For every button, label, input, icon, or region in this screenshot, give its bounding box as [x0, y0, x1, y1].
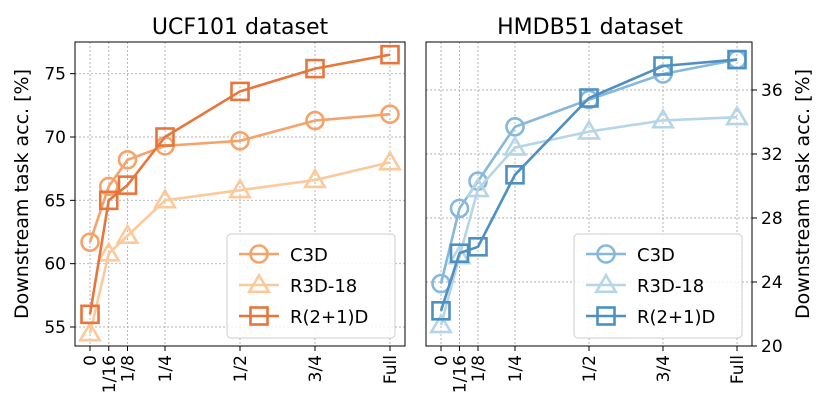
data-point	[152, 187, 178, 209]
y-tick-label: 28	[761, 209, 783, 229]
legend-label: C3D	[637, 245, 675, 266]
y-tick-label: 75	[44, 65, 66, 85]
chart-title: UCF101 dataset	[152, 15, 329, 40]
data-point	[650, 108, 676, 129]
legend-item: R3D-18	[239, 272, 357, 297]
data-point	[80, 232, 100, 252]
legend-label: R3D-18	[637, 276, 704, 297]
data-point	[230, 131, 250, 151]
data-point	[465, 176, 491, 198]
series-line	[439, 58, 738, 312]
data-point	[305, 110, 325, 131]
legend-marker	[246, 272, 272, 294]
data-point	[96, 241, 121, 262]
data-point	[380, 44, 400, 65]
data-point	[117, 175, 138, 195]
legend-marker	[249, 306, 269, 326]
data-point	[505, 165, 525, 185]
y-tick-label: 36	[761, 81, 783, 101]
legend-marker	[596, 306, 616, 326]
data-point	[724, 104, 750, 126]
y-tick-label: 60	[44, 255, 66, 275]
data-point	[502, 135, 528, 156]
legend-label: R(2+1)D	[637, 307, 715, 328]
series-r3d-18	[77, 149, 403, 342]
y-tick-label: 24	[761, 273, 783, 293]
chart-title: HMDB51 dataset	[497, 15, 683, 40]
y-tick-label: 32	[761, 145, 783, 165]
data-point	[302, 167, 328, 189]
y-tick-label: 20	[761, 337, 783, 357]
y-tick-label: 70	[44, 128, 66, 148]
x-tick-label: 3/4	[654, 355, 674, 382]
legend-box	[573, 233, 743, 339]
y-tick-label: 55	[44, 318, 66, 338]
data-point	[155, 127, 175, 147]
series-r-2-1-d	[431, 49, 747, 321]
data-point	[576, 119, 602, 140]
ucf101-chart: UCF101 dataset Downstream task acc. [%] …	[11, 15, 406, 393]
x-tick-label: 1/4	[506, 355, 526, 382]
y-axis-label: Downstream task acc. [%]	[11, 69, 33, 319]
x-tick-label: 1/16	[451, 355, 471, 393]
legend-item: R3D-18	[586, 272, 704, 297]
legend-box	[226, 233, 396, 339]
x-tick-label: Full	[728, 355, 748, 384]
series-line	[88, 161, 391, 334]
data-point	[117, 150, 138, 170]
x-tick-label: Full	[381, 355, 401, 384]
legend-marker	[249, 244, 269, 264]
legend-marker	[596, 244, 616, 264]
x-tick-label: 0	[432, 355, 452, 366]
series-r-2-1-d	[80, 44, 400, 325]
legend: C3D R3D-18 R(2+1)D	[226, 233, 396, 339]
data-point	[230, 81, 250, 102]
data-point	[98, 176, 119, 197]
legend-item: R(2+1)D	[239, 306, 368, 328]
data-point	[227, 177, 253, 199]
legend-label: C3D	[290, 245, 328, 266]
legend-item: C3D	[239, 244, 328, 266]
hmdb51-chart: HMDB51 dataset Downstream task acc. [%] …	[425, 15, 814, 393]
data-point	[653, 56, 673, 76]
data-point	[80, 304, 100, 325]
x-tick-label: 1/2	[231, 355, 251, 382]
data-point	[579, 88, 599, 108]
data-point	[727, 49, 747, 70]
data-point	[380, 104, 400, 124]
legend-label: R(2+1)D	[290, 307, 368, 328]
legend: C3D R3D-18 R(2+1)D	[573, 233, 743, 339]
series-line	[88, 53, 391, 315]
data-point	[98, 190, 119, 211]
data-point	[449, 243, 470, 263]
x-tick-label: 1/16	[100, 355, 120, 393]
x-tick-label: 0	[81, 355, 101, 366]
data-point	[468, 237, 488, 257]
x-tick-label: 1/2	[580, 355, 600, 382]
data-point	[447, 244, 472, 265]
legend-label: R3D-18	[290, 276, 357, 297]
x-tick-label: 1/8	[119, 355, 139, 382]
legend-item: C3D	[586, 244, 675, 266]
x-tick-label: 1/8	[469, 355, 489, 382]
x-tick-label: 3/4	[306, 355, 326, 382]
data-point	[77, 320, 103, 342]
x-tick-label: 1/4	[156, 355, 176, 382]
data-point	[428, 312, 454, 334]
data-point	[305, 58, 325, 79]
data-point	[115, 223, 140, 244]
y-tick-label: 65	[44, 191, 66, 211]
data-point	[449, 198, 470, 219]
y-axis-label: Downstream task acc. [%]	[792, 69, 814, 319]
data-point	[431, 300, 451, 321]
data-point	[377, 149, 403, 171]
legend-marker	[593, 272, 619, 294]
legend-item: R(2+1)D	[586, 306, 715, 328]
